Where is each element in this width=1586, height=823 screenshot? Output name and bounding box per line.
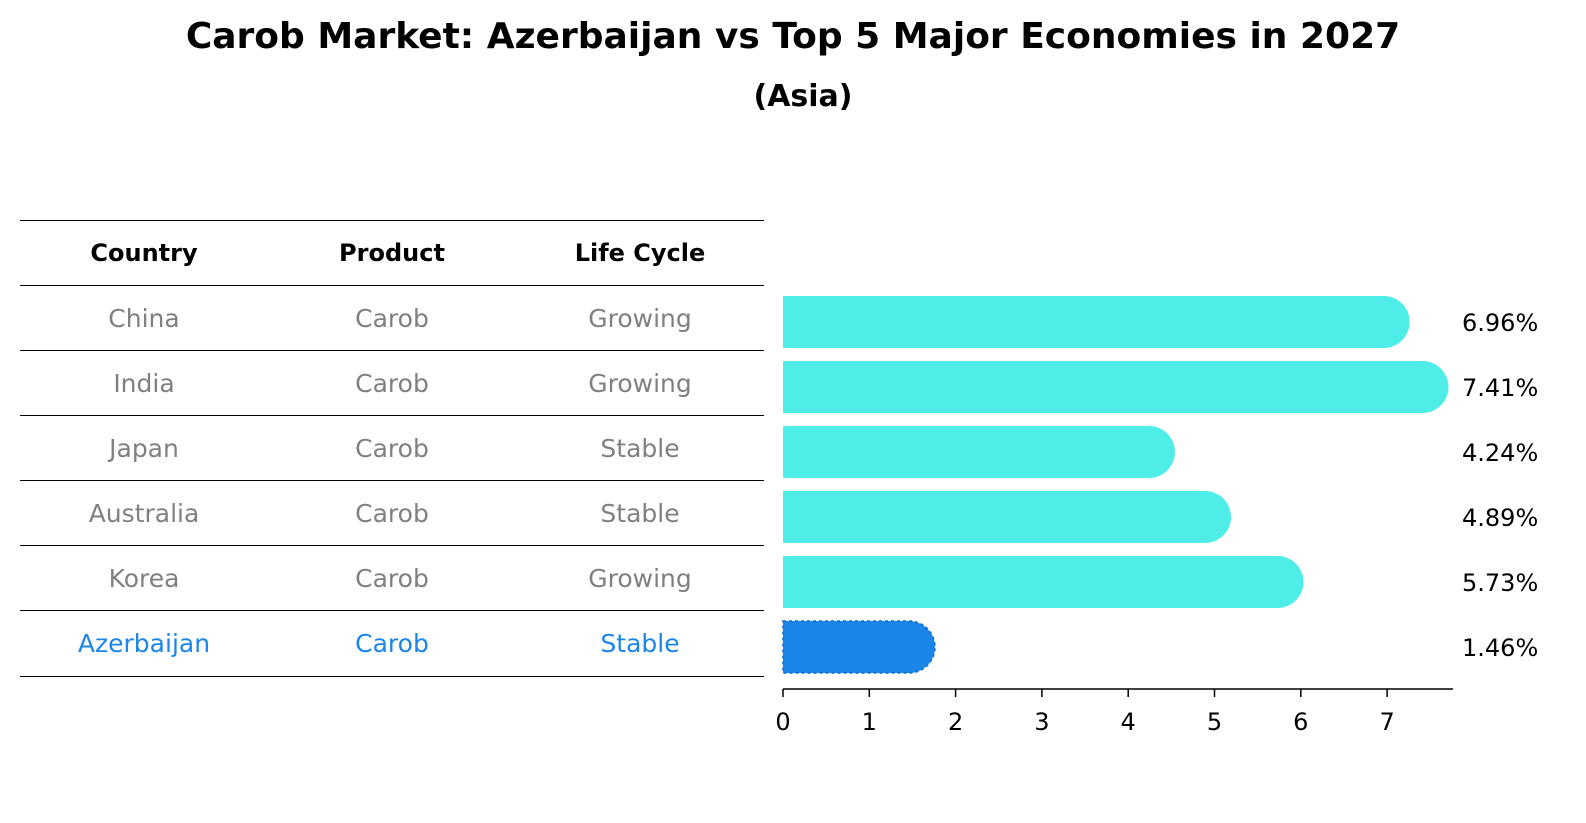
header-product: Product bbox=[339, 239, 445, 267]
life-cycle-cell: Growing bbox=[588, 368, 692, 398]
bar-azerbaijan bbox=[782, 620, 936, 674]
header-country: Country bbox=[90, 239, 198, 267]
bar-india bbox=[783, 361, 1449, 413]
x-tick-label: 7 bbox=[1379, 708, 1394, 736]
life-cycle-cell: Growing bbox=[588, 303, 692, 333]
table-row-highlighted: Azerbaijan Carob Stable bbox=[20, 610, 764, 677]
country-cell: Azerbaijan bbox=[77, 628, 211, 658]
bar-china bbox=[783, 296, 1410, 348]
value-label: 4.89% bbox=[1462, 504, 1538, 532]
country-cell: Japan bbox=[109, 433, 179, 463]
header-life-cycle: Life Cycle bbox=[574, 239, 706, 267]
value-label: 6.96% bbox=[1462, 309, 1538, 337]
product-cell: Carob bbox=[355, 563, 429, 593]
bar-japan bbox=[783, 426, 1175, 478]
product-cell: Carob bbox=[355, 368, 429, 398]
life-cycle-cell: Stable bbox=[600, 628, 680, 658]
table-row: India Carob Growing bbox=[20, 350, 764, 415]
x-tick-label: 4 bbox=[1121, 708, 1136, 736]
life-cycle-cell: Stable bbox=[600, 433, 680, 463]
value-label: 7.41% bbox=[1462, 374, 1538, 402]
country-cell: Australia bbox=[88, 498, 200, 528]
x-tick-label: 0 bbox=[775, 708, 790, 736]
table-row: Japan Carob Stable bbox=[20, 415, 764, 480]
product-cell: Carob bbox=[355, 303, 429, 333]
product-cell: Carob bbox=[355, 433, 429, 463]
value-label: 1.46% bbox=[1462, 634, 1538, 662]
table-row: China Carob Growing bbox=[20, 285, 764, 350]
country-cell: Korea bbox=[108, 563, 180, 593]
x-tick-label: 6 bbox=[1293, 708, 1308, 736]
x-tick-label: 1 bbox=[862, 708, 877, 736]
value-label: 5.73% bbox=[1462, 569, 1538, 597]
table-row: Korea Carob Growing bbox=[20, 545, 764, 610]
x-tick-label: 2 bbox=[948, 708, 963, 736]
bar-australia bbox=[783, 491, 1232, 543]
country-cell: India bbox=[113, 368, 175, 398]
table-header-row: Country Product Life Cycle bbox=[20, 220, 764, 285]
product-cell: Carob bbox=[355, 498, 429, 528]
chart-title: Carob Market: Azerbaijan vs Top 5 Major … bbox=[185, 16, 1401, 57]
life-cycle-cell: Stable bbox=[600, 498, 680, 528]
chart-subtitle: (Asia) bbox=[753, 79, 853, 114]
country-cell: China bbox=[108, 303, 180, 333]
product-cell: Carob bbox=[355, 628, 429, 658]
life-cycle-cell: Growing bbox=[588, 563, 692, 593]
bar-korea bbox=[783, 556, 1304, 608]
data-table: Country Product Life Cycle China Carob G… bbox=[20, 220, 764, 677]
x-tick-label: 5 bbox=[1207, 708, 1222, 736]
table-row: Australia Carob Stable bbox=[20, 480, 764, 545]
x-tick-label: 3 bbox=[1034, 708, 1049, 736]
value-label: 4.24% bbox=[1462, 439, 1538, 467]
